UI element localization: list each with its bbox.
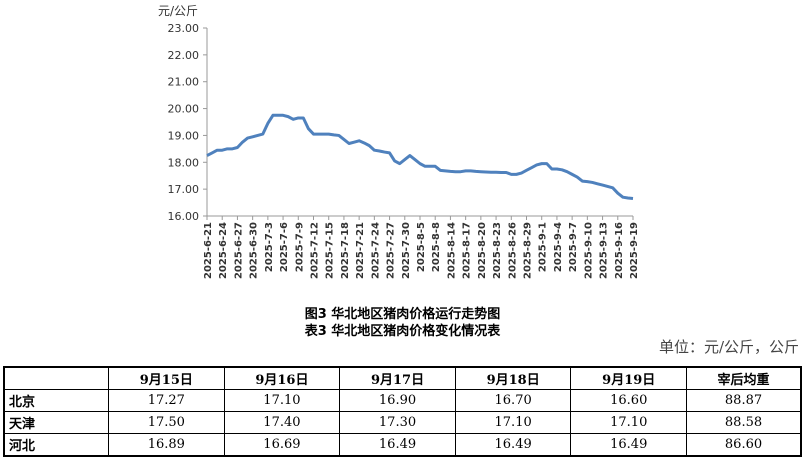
x-tick-label: 2025-8-14 bbox=[446, 222, 457, 279]
table-cell: 88.58 bbox=[686, 411, 802, 434]
x-tick-label: 2025-8-20 bbox=[477, 222, 488, 279]
x-tick-label: 2025-6-30 bbox=[249, 222, 260, 279]
x-tick-label: 2025-7-9 bbox=[294, 222, 305, 272]
table-cell: 天津 bbox=[3, 411, 109, 434]
table-cell: 16.49 bbox=[339, 433, 456, 457]
x-tick-label: 2025-8-17 bbox=[462, 222, 473, 279]
x-tick-label: 2025-9-7 bbox=[568, 222, 579, 272]
table-cell: 16.49 bbox=[570, 433, 688, 457]
x-tick-label: 2025-8-26 bbox=[507, 222, 518, 279]
table-cell: 9月16日 bbox=[223, 366, 341, 390]
x-tick-label: 2025-7-24 bbox=[370, 222, 381, 279]
x-tick-label: 2025-6-21 bbox=[203, 222, 214, 279]
y-tick-label: 20.00 bbox=[168, 103, 200, 116]
x-tick-label: 2025-7-15 bbox=[325, 222, 336, 279]
x-tick-label: 2025-7-18 bbox=[340, 222, 351, 279]
x-tick-label: 2025-6-27 bbox=[233, 222, 244, 279]
table-cell: 河北 bbox=[3, 433, 109, 457]
table-cell: 16.90 bbox=[339, 389, 456, 412]
x-tick-label: 2025-8-29 bbox=[523, 222, 534, 279]
y-tick-label: 23.00 bbox=[168, 22, 200, 35]
table-cell: 9月17日 bbox=[339, 366, 456, 390]
x-tick-label: 2025-7-3 bbox=[264, 222, 275, 272]
y-tick-label: 22.00 bbox=[168, 49, 200, 62]
x-tick-label: 2025-8-5 bbox=[416, 222, 427, 272]
table-row: 9月15日 9月16日 9月17日 9月18日 9月19日 宰后均重 bbox=[3, 366, 802, 390]
x-tick-label: 2025-9-10 bbox=[583, 222, 594, 279]
y-tick-label: 17.00 bbox=[168, 183, 200, 196]
y-tick-label: 18.00 bbox=[168, 156, 200, 169]
table-row: 北京 17.27 17.10 16.90 16.70 16.60 88.87 bbox=[3, 389, 802, 412]
table-cell: 16.69 bbox=[223, 433, 341, 457]
table-cell: 86.60 bbox=[686, 433, 802, 457]
table-cell bbox=[3, 366, 109, 390]
table-cell: 17.10 bbox=[223, 389, 341, 412]
table-cell: 16.60 bbox=[570, 389, 688, 412]
table-cell: 17.27 bbox=[108, 389, 225, 412]
table-caption: 表3 华北地区猪肉价格变化情况表 bbox=[304, 324, 501, 339]
chart: 元/公斤 16.00 17.00 18.00 19.00 20.00 21.00 22.00… bbox=[158, 4, 640, 279]
x-tick-label: 2025-9-16 bbox=[614, 222, 625, 279]
table-cell: 17.10 bbox=[454, 411, 572, 434]
table-cell: 北京 bbox=[3, 389, 109, 412]
x-tick-label: 2025-9-1 bbox=[538, 222, 549, 272]
table-cell: 17.10 bbox=[570, 411, 688, 434]
table-cell: 17.40 bbox=[223, 411, 341, 434]
price-table: 9月15日 9月16日 9月17日 9月18日 9月19日 宰后均重 北京 17.27 17.1… bbox=[3, 366, 802, 457]
x-tick-label: 2025-7-30 bbox=[401, 222, 412, 279]
x-tick-label: 2025-6-24 bbox=[218, 222, 229, 279]
table-cell: 88.87 bbox=[686, 389, 802, 412]
table-cell: 9月19日 bbox=[570, 366, 688, 390]
figure-caption: 图3 华北地区猪肉价格运行走势图 bbox=[304, 307, 501, 322]
y-tick-label: 19.00 bbox=[168, 129, 200, 142]
table-cell: 宰后均重 bbox=[686, 366, 802, 390]
table-cell: 16.89 bbox=[108, 433, 225, 457]
table-cell: 17.30 bbox=[339, 411, 456, 434]
table-cell: 17.50 bbox=[108, 411, 225, 434]
table-cell: 16.70 bbox=[454, 389, 572, 412]
table-cell: 9月18日 bbox=[454, 366, 572, 390]
y-tick-label: 16.00 bbox=[168, 210, 200, 223]
x-tick-label: 2025-9-19 bbox=[629, 222, 640, 279]
price-line bbox=[206, 113, 634, 201]
unit-label: 单位：元/公斤，公斤 bbox=[658, 338, 799, 356]
y-axis-title: 元/公斤 bbox=[158, 4, 198, 18]
table-row: 天津 17.50 17.40 17.30 17.10 17.10 88.58 bbox=[3, 411, 802, 434]
table-cell: 9月15日 bbox=[108, 366, 225, 390]
x-tick-label: 2025-9-4 bbox=[553, 222, 564, 272]
y-tick-label: 21.00 bbox=[168, 76, 200, 89]
x-tick-label: 2025-7-12 bbox=[310, 222, 321, 279]
x-tick-label: 2025-9-13 bbox=[599, 222, 610, 279]
x-tick-label: 2025-7-21 bbox=[355, 222, 366, 279]
table-row: 河北 16.89 16.69 16.49 16.49 16.49 86.60 bbox=[3, 433, 802, 457]
x-tick-label: 2025-7-6 bbox=[279, 222, 290, 272]
x-tick-label: 2025-7-27 bbox=[386, 222, 397, 279]
table-cell: 16.49 bbox=[454, 433, 572, 457]
x-tick-label: 2025-8-8 bbox=[431, 222, 442, 272]
x-tick-label: 2025-8-23 bbox=[492, 222, 503, 279]
